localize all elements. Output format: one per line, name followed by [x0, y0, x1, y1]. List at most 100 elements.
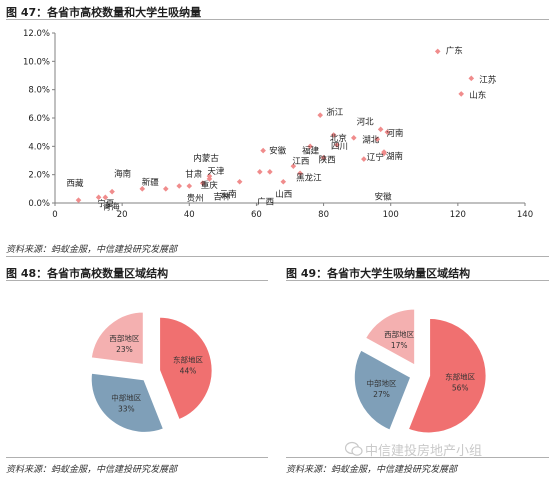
fig48-source: 资料来源：蚂蚁金服，中信建投研究发展部 — [6, 465, 178, 475]
point-label: 安徽 — [269, 146, 287, 157]
pie-slice-name: 西部地区 — [109, 333, 139, 343]
x-tick-label: 100 — [383, 210, 399, 220]
point-label: 北京 — [330, 133, 347, 144]
scatter-point — [95, 194, 102, 201]
pie-slice-name: 西部地区 — [384, 329, 414, 339]
scatter-point — [236, 178, 243, 185]
pie-slice — [89, 370, 166, 435]
scatter-point — [280, 178, 287, 185]
point-label: 江苏 — [479, 74, 497, 85]
point-label: 湖南 — [386, 151, 403, 162]
point-label: 湖北 — [362, 135, 380, 145]
point-label: 重庆 — [201, 180, 219, 191]
point-label: 天津 — [207, 166, 225, 177]
scatter-point — [458, 91, 465, 97]
y-tick-label: 12.0% — [23, 29, 50, 39]
fig48-title: 图 48：各省市高校数量区域结构 — [6, 267, 169, 280]
point-label: 青海 — [103, 201, 121, 212]
point-label: 内蒙古 — [193, 153, 219, 164]
scatter-point — [350, 135, 357, 141]
point-label: 甘肃 — [185, 169, 203, 180]
scatter-point — [102, 194, 109, 201]
wechat-icon — [345, 441, 363, 456]
scatter-points — [75, 48, 475, 203]
fig49-source: 资料来源：蚂蚁金服，中信建投研究发展部 — [286, 465, 458, 475]
scatter-point — [162, 186, 169, 192]
y-tick-label: 0.0% — [28, 199, 50, 209]
fig48-title-rule — [6, 280, 268, 281]
pie-slice — [157, 315, 215, 423]
point-label: 宁夏 — [97, 198, 115, 209]
point-label: 河南 — [386, 128, 403, 139]
scatter-point — [377, 126, 384, 133]
point-label: 海南 — [114, 169, 131, 180]
point-label: 云南 — [220, 189, 237, 200]
pie-slice-name: 中部地区 — [367, 378, 397, 388]
point-label: 广西 — [257, 196, 274, 207]
scatter-point — [186, 183, 193, 189]
scatter-point — [260, 147, 266, 154]
point-label: 陕西 — [319, 155, 336, 166]
point-label: 黑龙江 — [296, 172, 322, 183]
y-tick-label: 8.0% — [28, 86, 50, 96]
y-tick-label: 6.0% — [28, 114, 50, 124]
scatter-chart: 0.0% 2.0% 4.0% 6.0% 8.0% 10.0% 12.0% 0 20 40 60 80 1… — [23, 29, 533, 220]
x-tick-label: 20 — [117, 210, 128, 220]
point-label: 贵州 — [187, 193, 204, 204]
scatter-point — [320, 154, 327, 161]
scatter-point — [297, 170, 303, 177]
scatter-point — [109, 188, 115, 195]
scatter-point — [434, 48, 441, 55]
scatter-axes: 0.0% 2.0% 4.0% 6.0% 8.0% 10.0% 12.0% 0 20 40 60 80 1… — [23, 29, 533, 220]
scatter-point — [361, 156, 367, 162]
pie-chart-fig48: 东部地区 44% 中部地区 33% 西部地区 23% — [89, 309, 215, 435]
fig47-bottom-rule — [6, 256, 549, 257]
y-tick-label: 4.0% — [28, 142, 50, 152]
scatter-point — [374, 136, 381, 143]
scatter-point — [381, 150, 387, 157]
point-label: 山东 — [469, 90, 486, 101]
x-tick-label: 0 — [52, 210, 57, 220]
x-tick-label: 80 — [318, 210, 329, 220]
point-label: 福建 — [302, 145, 320, 156]
x-tick-label: 60 — [251, 210, 262, 220]
scatter-point — [206, 176, 213, 182]
fig47-source: 资料来源：蚂蚁金服，中信建投研究发展部 — [6, 245, 178, 255]
fig49-title: 图 49：各省市大学生吸纳量区域结构 — [286, 267, 471, 280]
point-label: 新疆 — [142, 177, 160, 188]
pie-slice-value: 56% — [452, 384, 469, 393]
scatter-point — [206, 173, 213, 179]
scatter-point — [139, 186, 146, 192]
scatter-point — [176, 183, 183, 189]
scatter-point — [267, 169, 273, 175]
pie-slice-name: 东部地区 — [173, 355, 203, 365]
scatter-point — [199, 180, 206, 186]
fig48-bottom-rule — [6, 457, 268, 458]
scatter-point — [468, 75, 475, 82]
point-label: 山西 — [275, 189, 292, 200]
pie-slice — [89, 309, 146, 367]
point-label: 浙江 — [326, 107, 344, 118]
pie-slice-value: 17% — [391, 341, 408, 350]
point-label: 河北 — [357, 116, 375, 127]
pie-slice-value: 27% — [373, 390, 390, 399]
pie-slice-value: 33% — [118, 405, 135, 414]
x-tick-label: 120 — [450, 210, 466, 220]
scatter-point — [290, 163, 297, 169]
scatter-point — [256, 169, 263, 175]
pie-chart-fig49: 东部地区 56% 中部地区 27% 西部地区 17% — [352, 307, 489, 435]
pie-slice — [352, 347, 414, 433]
fig49-title-rule — [286, 280, 549, 281]
fig47-title-rule — [6, 19, 549, 20]
y-tick-label: 2.0% — [28, 171, 50, 181]
pie-slice-value: 23% — [116, 345, 133, 354]
y-tick-label: 10.0% — [23, 57, 50, 67]
pie-slice — [362, 307, 417, 369]
watermark-text: 中信建投房地产小组 — [365, 444, 483, 459]
scatter-point — [317, 112, 324, 118]
pie-slice-value: 44% — [180, 367, 197, 376]
pie-slice-name: 东部地区 — [445, 372, 475, 382]
x-tick-label: 140 — [517, 210, 533, 220]
point-label: 吉林 — [213, 191, 231, 202]
point-label: 江西 — [292, 157, 309, 167]
